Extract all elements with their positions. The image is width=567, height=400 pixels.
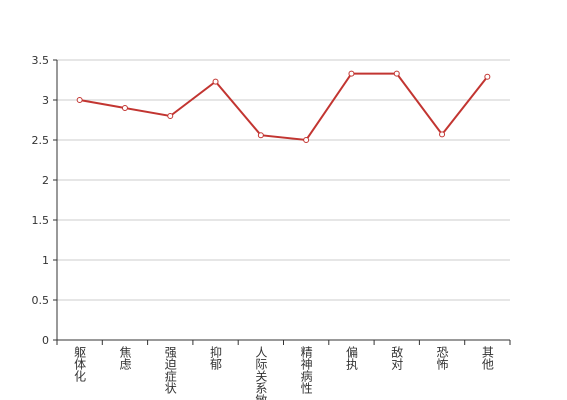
x-tick-label: 其他 [480, 346, 494, 370]
x-tick-label: 敌对 [390, 345, 404, 370]
point [257, 132, 264, 139]
y-tick-label: 1 [42, 254, 49, 267]
y-tick-label: 2.5 [32, 134, 50, 147]
point [439, 131, 446, 138]
point [484, 73, 491, 80]
point [212, 78, 219, 85]
y-tick-label: 0 [42, 334, 49, 347]
y-tick-label: 0.5 [32, 294, 50, 307]
x-tick-label: 精神病性 [299, 346, 313, 395]
x-tick-label: 恐怖 [435, 346, 449, 370]
y-tick-label: 3 [42, 94, 49, 107]
x-tick-label: 躯体化 [73, 345, 87, 383]
point [76, 97, 83, 103]
point [348, 70, 355, 77]
y-tick-label: 1.5 [32, 214, 50, 227]
line [79, 72, 489, 142]
point [167, 113, 174, 119]
point [303, 137, 310, 143]
x-tick-label: 偏执 [344, 345, 358, 371]
point [121, 105, 128, 111]
x-tick-label: 人际关系敏感 [254, 346, 268, 400]
y-tick-label: 2 [42, 174, 49, 187]
y-tick-label: 3.5 [32, 54, 50, 67]
point [393, 70, 400, 77]
x-tick-label: 强迫症状 [163, 346, 177, 394]
x-tick-label: 抑郁 [209, 345, 223, 371]
x-tick-label: 焦虑 [118, 346, 132, 370]
